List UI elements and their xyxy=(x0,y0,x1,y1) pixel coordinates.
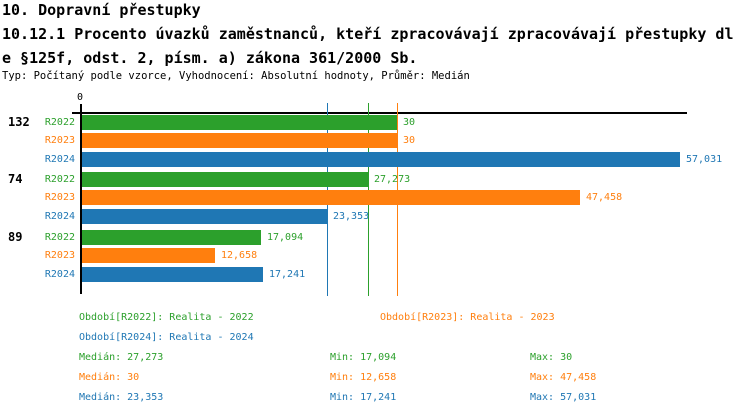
bar-series-label: R2023 xyxy=(44,250,75,261)
x-axis-line xyxy=(72,112,687,114)
bar-series-label: R2023 xyxy=(44,135,75,146)
stat-median-r2023: Medián: 30 xyxy=(79,372,140,383)
bar-r2022 xyxy=(82,172,368,187)
stat-median-r2022: Medián: 27,273 xyxy=(79,352,164,363)
bar-r2024 xyxy=(82,267,263,282)
legend-r2023: Období[R2023]: Realita - 2023 xyxy=(380,312,555,323)
group-label: 132 xyxy=(8,115,30,129)
bar-series-label: R2022 xyxy=(44,174,75,185)
bar-series-label: R2023 xyxy=(44,192,75,203)
group-label: 89 xyxy=(8,230,23,244)
bar-r2023 xyxy=(82,190,580,205)
stat-max-r2023: Max: 47,458 xyxy=(530,372,597,383)
bar-value-label: 57,031 xyxy=(686,154,723,165)
legend-r2022: Období[R2022]: Realita - 2022 xyxy=(79,312,254,323)
bar-value-label: 17,241 xyxy=(269,269,306,280)
bar-series-label: R2022 xyxy=(44,232,75,243)
bar-r2022 xyxy=(82,115,397,130)
stat-min-r2024: Min: 17,241 xyxy=(330,392,397,403)
group-label: 74 xyxy=(8,172,23,186)
bar-r2022 xyxy=(82,230,261,245)
stat-max-r2024: Max: 57,031 xyxy=(530,392,597,403)
bar-value-label: 27,273 xyxy=(374,174,411,185)
page-title: 10. Dopravní přestupky xyxy=(2,1,201,19)
page-subtitle-1: 10.12.1 Procento úvazků zaměstnanců, kte… xyxy=(2,25,734,43)
zero-tick xyxy=(80,104,82,113)
legend-r2024: Období[R2024]: Realita - 2024 xyxy=(79,332,254,343)
page-subtitle-2: e §125f, odst. 2, písm. a) zákona 361/20… xyxy=(2,49,418,67)
bar-r2024 xyxy=(82,152,680,167)
stat-min-r2022: Min: 17,094 xyxy=(330,352,397,363)
bar-r2023 xyxy=(82,248,215,263)
chart-meta-info: Typ: Počítaný podle vzorce, Vyhodnocení:… xyxy=(2,70,470,82)
bar-value-label: 12,658 xyxy=(221,250,258,261)
stat-max-r2022: Max: 30 xyxy=(530,352,573,363)
bar-value-label: 30 xyxy=(403,135,416,146)
bar-value-label: 17,094 xyxy=(267,232,304,243)
stat-median-r2024: Medián: 23,353 xyxy=(79,392,164,403)
bar-series-label: R2024 xyxy=(44,211,75,222)
y-axis-line xyxy=(80,112,82,294)
bar-value-label: 30 xyxy=(403,117,416,128)
bar-series-label: R2024 xyxy=(44,154,75,165)
x-axis-zero-label: 0 xyxy=(77,92,84,103)
bar-series-label: R2024 xyxy=(44,269,75,280)
stat-min-r2023: Min: 12,658 xyxy=(330,372,397,383)
bar-series-label: R2022 xyxy=(44,117,75,128)
bar-r2024 xyxy=(82,209,327,224)
bar-r2023 xyxy=(82,133,397,148)
bar-value-label: 47,458 xyxy=(586,192,623,203)
bar-value-label: 23,353 xyxy=(333,211,370,222)
